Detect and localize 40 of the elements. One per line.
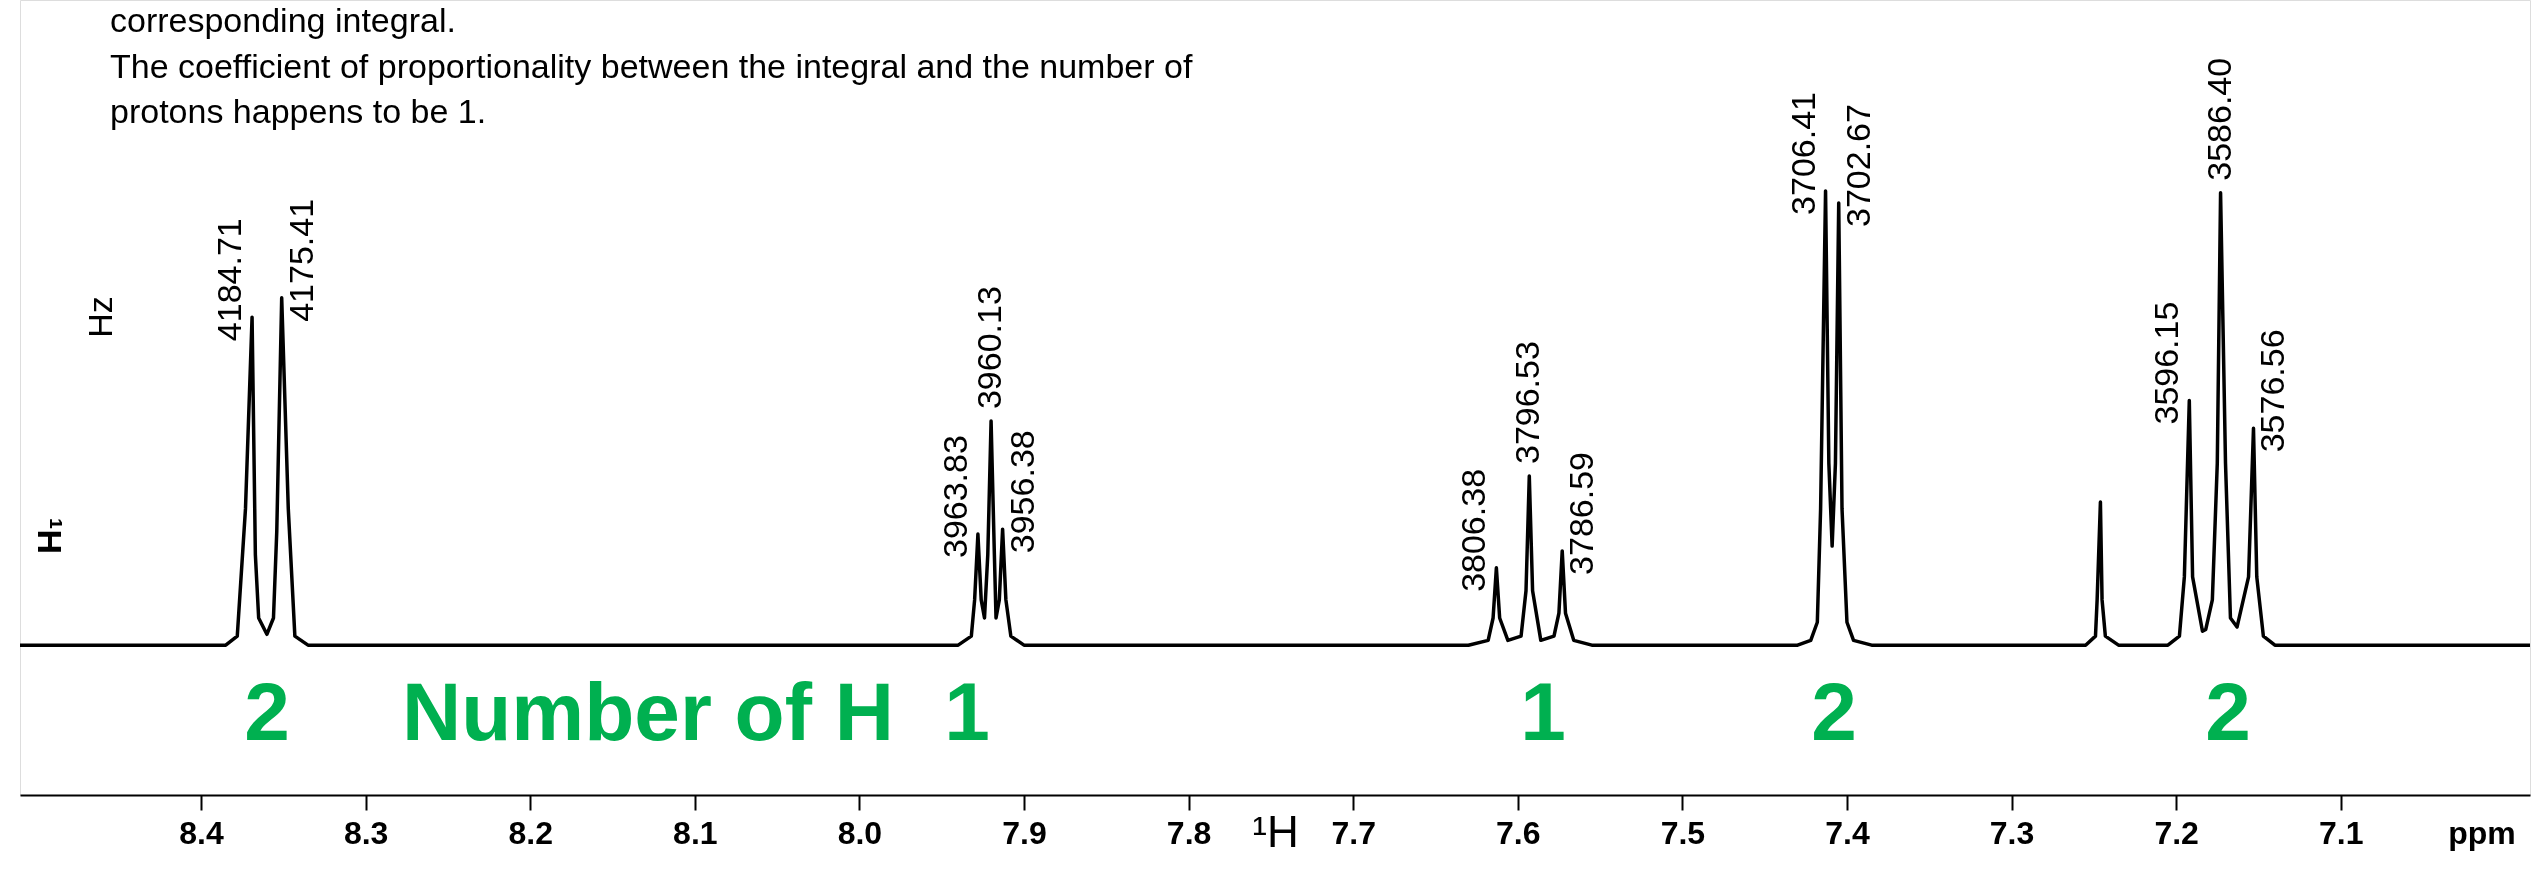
annotation: 3702.67 [1838,104,1877,227]
annotation: 4184.71 [210,218,249,342]
annotation: 2 [244,666,290,757]
x-tick-label: 7.4 [1825,814,1870,851]
x-tick-label: 8.3 [343,814,389,851]
annotation: 1 [1520,666,1566,757]
x-tick-label: 7.8 [1166,814,1212,851]
annotation: 3586.40 [2199,57,2238,181]
annotation: 2 [1811,666,1857,757]
annotation: 3963.83 [935,435,974,559]
x-tick-label: 7.7 [1331,814,1376,851]
annotation: 3960.13 [970,286,1009,410]
annotation: 3806.38 [1454,468,1493,592]
annotation: Number of H [402,666,894,757]
x-tick-label: 8.0 [837,814,883,851]
x-tick-label: 7.6 [1496,814,1541,851]
annotation: 3796.53 [1508,341,1547,465]
text: corresponding integral. [110,1,456,39]
annotation: Hz [81,296,119,338]
annotation: 2 [2205,666,2251,757]
x-axis-title: ¹H [1252,806,1299,856]
annotation: 3596.15 [2147,301,2186,425]
annotation: 3786.59 [1562,452,1601,575]
text: ppm [2448,815,2516,851]
text: protons happens to be 1. [110,92,487,130]
annotation: 3706.41 [1783,91,1822,215]
text: The coefficient of proportionality between the integral and the number of [110,47,1193,85]
x-tick-label: 7.1 [2318,814,2364,851]
x-tick-label: 8.1 [673,814,718,851]
annotation: 3956.38 [1002,430,1041,554]
annotation: 4175.41 [281,198,320,322]
annotation: 1 [944,666,990,757]
annotation: 3576.56 [2253,329,2292,453]
x-tick-label: 7.5 [1660,814,1706,851]
annotation: ¹H [31,518,69,554]
x-tick-label: 8.2 [508,814,553,851]
x-tick-label: 7.9 [1002,814,1047,851]
x-tick-label: 8.4 [179,814,224,851]
x-tick-label: 7.3 [1989,814,2035,851]
x-tick-label: 7.2 [2154,814,2199,851]
